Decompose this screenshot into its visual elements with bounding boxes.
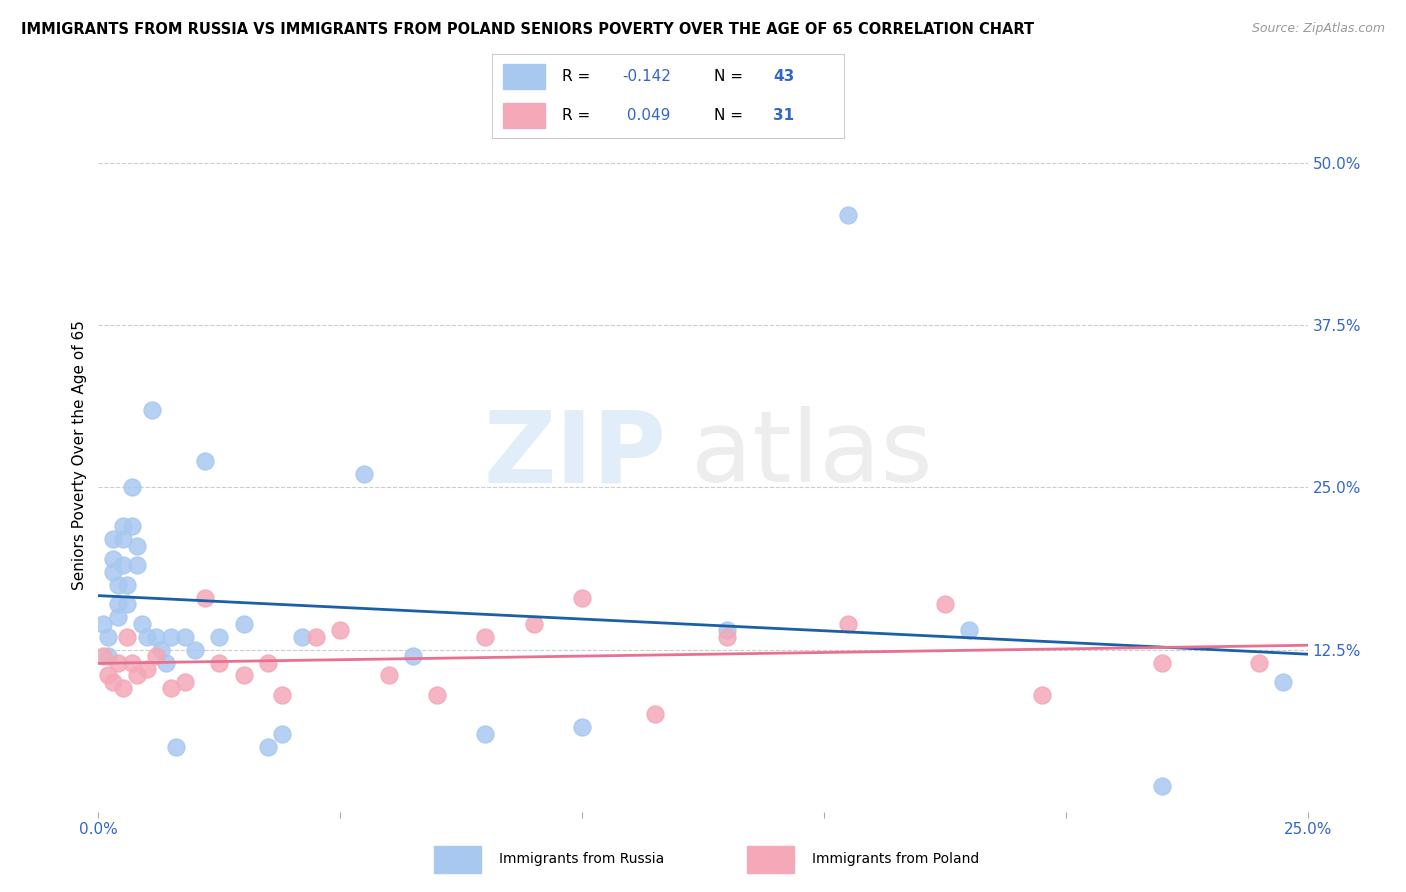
Point xyxy=(353,467,375,482)
Point xyxy=(127,539,149,553)
Text: ZIP: ZIP xyxy=(484,407,666,503)
Text: Immigrants from Poland: Immigrants from Poland xyxy=(811,852,979,865)
Point xyxy=(97,668,120,682)
Point xyxy=(1031,688,1053,702)
Point xyxy=(117,577,139,591)
Point xyxy=(571,720,593,734)
Point xyxy=(121,519,143,533)
Y-axis label: Seniors Poverty Over the Age of 65: Seniors Poverty Over the Age of 65 xyxy=(72,320,87,590)
Point xyxy=(107,577,129,591)
Point xyxy=(127,668,149,682)
Point xyxy=(145,630,167,644)
Point xyxy=(174,675,197,690)
Point xyxy=(232,616,254,631)
Point xyxy=(101,675,124,690)
FancyBboxPatch shape xyxy=(503,103,544,128)
Point xyxy=(571,591,593,605)
Point xyxy=(402,648,425,663)
Point xyxy=(194,591,217,605)
Point xyxy=(934,597,956,611)
Point xyxy=(256,656,278,670)
Point xyxy=(111,681,134,696)
Point xyxy=(837,208,859,222)
Text: 31: 31 xyxy=(773,108,794,123)
Text: R =: R = xyxy=(562,108,596,123)
Point xyxy=(305,630,328,644)
Point xyxy=(377,668,399,682)
Text: R =: R = xyxy=(562,69,596,84)
Point xyxy=(97,630,120,644)
Point xyxy=(121,480,143,494)
Point xyxy=(232,668,254,682)
Text: -0.142: -0.142 xyxy=(621,69,671,84)
FancyBboxPatch shape xyxy=(503,63,544,89)
Point xyxy=(97,648,120,663)
Point xyxy=(107,656,129,670)
Point xyxy=(117,597,139,611)
Point xyxy=(160,630,183,644)
Point xyxy=(107,597,129,611)
Point xyxy=(208,656,231,670)
Point xyxy=(160,681,183,696)
Point xyxy=(1152,656,1174,670)
Point xyxy=(135,630,157,644)
FancyBboxPatch shape xyxy=(433,847,481,873)
Text: 43: 43 xyxy=(773,69,794,84)
Point xyxy=(145,648,167,663)
Point xyxy=(426,688,449,702)
Point xyxy=(329,623,352,637)
Point xyxy=(523,616,546,631)
Point xyxy=(837,616,859,631)
Point xyxy=(271,688,294,702)
Point xyxy=(150,642,173,657)
Text: IMMIGRANTS FROM RUSSIA VS IMMIGRANTS FROM POLAND SENIORS POVERTY OVER THE AGE OF: IMMIGRANTS FROM RUSSIA VS IMMIGRANTS FRO… xyxy=(21,22,1035,37)
FancyBboxPatch shape xyxy=(747,847,794,873)
Point xyxy=(91,648,114,663)
Point xyxy=(91,616,114,631)
Point xyxy=(256,739,278,754)
Point xyxy=(141,402,163,417)
Point xyxy=(716,623,738,637)
Point xyxy=(1152,779,1174,793)
Point xyxy=(174,630,197,644)
Text: atlas: atlas xyxy=(690,407,932,503)
Point xyxy=(1249,656,1271,670)
Point xyxy=(117,630,139,644)
Point xyxy=(131,616,153,631)
Text: Source: ZipAtlas.com: Source: ZipAtlas.com xyxy=(1251,22,1385,36)
Point xyxy=(165,739,187,754)
Text: N =: N = xyxy=(714,69,748,84)
Point xyxy=(208,630,231,644)
Point xyxy=(155,656,177,670)
Point xyxy=(135,662,157,676)
Point xyxy=(127,558,149,573)
Point xyxy=(101,551,124,566)
Text: N =: N = xyxy=(714,108,748,123)
Point xyxy=(271,727,294,741)
Point xyxy=(716,630,738,644)
Text: Immigrants from Russia: Immigrants from Russia xyxy=(499,852,664,865)
Point xyxy=(121,656,143,670)
Point xyxy=(111,533,134,547)
Point xyxy=(101,565,124,579)
Point xyxy=(184,642,207,657)
Point xyxy=(644,707,666,722)
Point xyxy=(1272,675,1295,690)
Point xyxy=(474,727,496,741)
Point xyxy=(107,610,129,624)
Point xyxy=(111,519,134,533)
Point xyxy=(290,630,312,644)
Point xyxy=(474,630,496,644)
Point xyxy=(101,533,124,547)
Point xyxy=(957,623,980,637)
Point xyxy=(194,454,217,468)
Point xyxy=(111,558,134,573)
Text: 0.049: 0.049 xyxy=(621,108,671,123)
